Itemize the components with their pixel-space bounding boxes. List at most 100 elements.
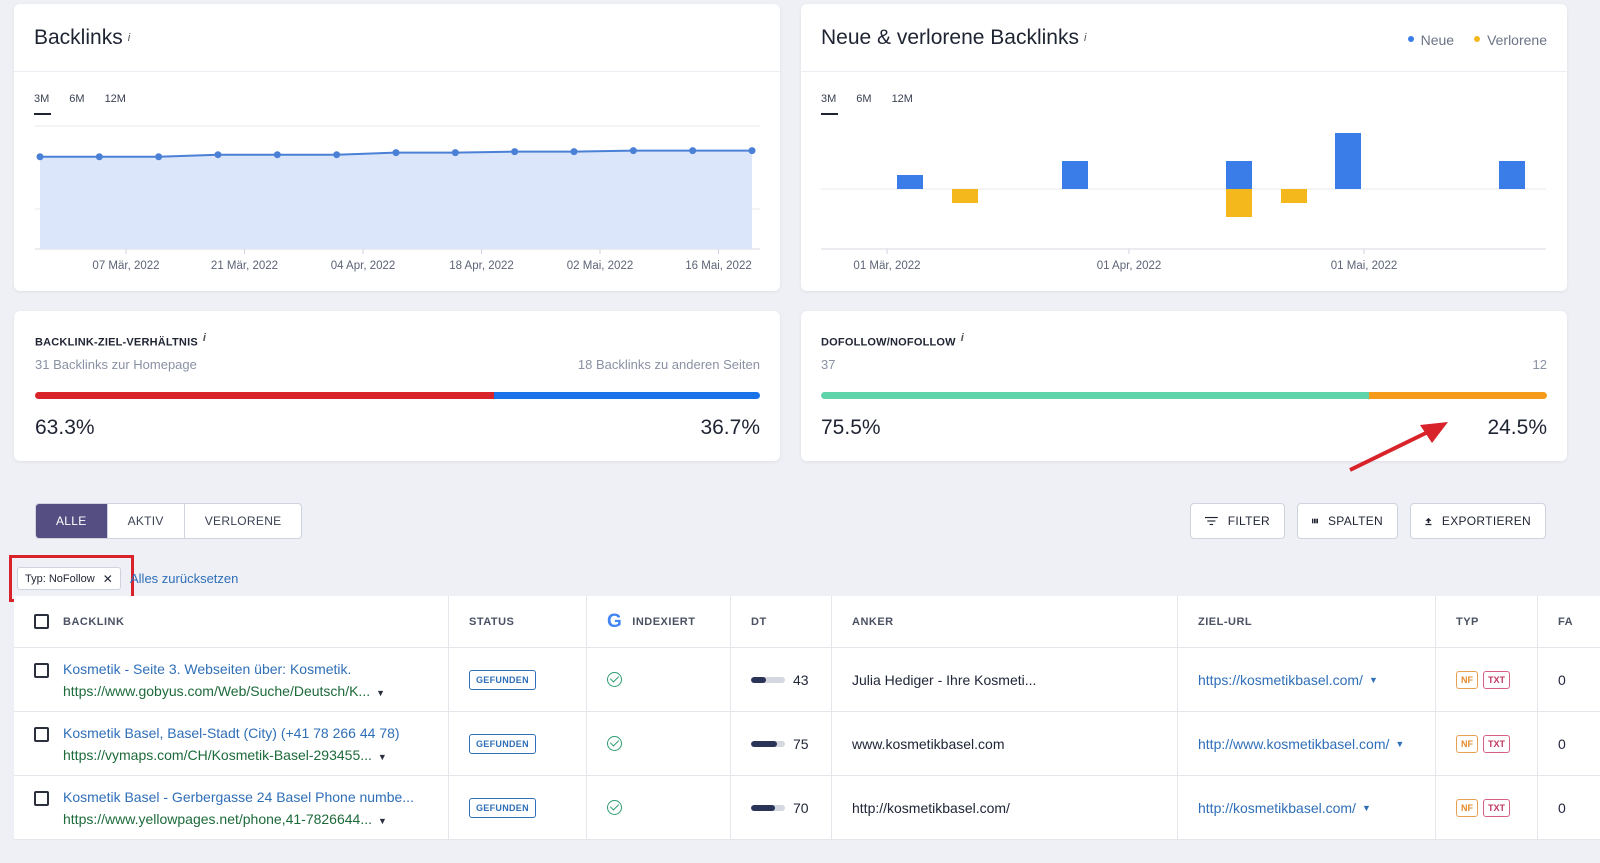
x-tick-label: 18 Apr, 2022 [449, 260, 514, 272]
column-header-anchor[interactable]: ANKER [832, 596, 1178, 647]
tab-12m[interactable]: 12M [104, 93, 126, 105]
bar-neue[interactable] [897, 175, 923, 189]
data-point[interactable] [214, 151, 222, 159]
data-point[interactable] [451, 149, 459, 157]
bar-neue[interactable] [1062, 161, 1088, 189]
backlink-title[interactable]: Kosmetik Basel - Gerbergasse 24 Basel Ph… [63, 788, 414, 805]
bar-neue[interactable] [1335, 133, 1361, 189]
close-icon[interactable]: ✕ [102, 571, 113, 586]
info-icon[interactable]: i [960, 332, 965, 344]
dofollow-percent: 75.5% [821, 416, 881, 439]
anchor-text: www.kosmetikbasel.com [852, 735, 1005, 752]
tab-aktiv[interactable]: AKTIV [108, 504, 185, 538]
tab-verlorene[interactable]: VERLORENE [204, 514, 282, 528]
target-url[interactable]: http://www.kosmetikbasel.com/ [1198, 735, 1390, 752]
target-url-cell: http://www.kosmetikbasel.com/ ▼ [1178, 712, 1436, 775]
x-tick-label: 01 Apr, 2022 [1097, 260, 1162, 272]
x-tick-label: 01 Mai, 2022 [1331, 260, 1398, 272]
backlink-title[interactable]: Kosmetik - Seite 3. Webseiten über: Kosm… [63, 660, 352, 677]
upload-icon [1425, 517, 1432, 525]
row-checkbox[interactable] [34, 727, 49, 742]
column-header-dt[interactable]: DT [731, 596, 832, 647]
columns-button[interactable]: SPALTEN [1297, 503, 1398, 539]
backlink-info: Kosmetik Basel - Gerbergasse 24 Basel Ph… [63, 789, 414, 827]
caret-down-icon[interactable]: ▼ [1368, 674, 1378, 685]
nofollow-count: 12 [1532, 357, 1547, 372]
info-icon[interactable]: i [127, 31, 131, 44]
legend-item-neue[interactable]: Neue [1407, 32, 1455, 48]
reset-filters-link[interactable]: Alles zurücksetzen [130, 571, 239, 586]
bar-neue[interactable] [1226, 161, 1252, 189]
tab-6m[interactable]: 6M [69, 93, 85, 105]
x-tick-label: 02 Mai, 2022 [567, 260, 634, 272]
target-url[interactable]: http://kosmetikbasel.com/ [1198, 799, 1356, 816]
type-cell: NF TXT [1436, 712, 1538, 775]
extra-value: 0 [1558, 735, 1566, 752]
column-header-indexed[interactable]: G INDEXIERT [587, 596, 731, 647]
tab-12m[interactable]: 12M [891, 93, 913, 105]
backlink-title[interactable]: Kosmetik Basel, Basel-Stadt (City) (+41 … [63, 724, 400, 741]
row-checkbox[interactable] [34, 663, 49, 678]
legend-label: Neue [1420, 32, 1455, 48]
select-all-checkbox[interactable] [34, 614, 49, 629]
column-header-backlink[interactable]: BACKLINK [14, 596, 449, 647]
bar-neue[interactable] [1499, 161, 1525, 189]
column-header-type[interactable]: TYP [1436, 596, 1538, 647]
caret-down-icon[interactable]: ▼ [377, 751, 387, 762]
bar-verlorene[interactable] [1281, 189, 1307, 203]
backlink-url-text: https://vymaps.com/CH/Kosmetik-Basel-293… [63, 746, 372, 763]
target-ratio-bar [35, 392, 760, 399]
data-point[interactable] [36, 153, 44, 161]
row-checkbox[interactable] [34, 791, 49, 806]
backlink-cell: Kosmetik Basel - Gerbergasse 24 Basel Ph… [14, 776, 449, 839]
export-button[interactable]: EXPORTIEREN [1410, 503, 1546, 539]
filter-button[interactable]: FILTER [1190, 503, 1285, 539]
caret-down-icon[interactable]: ▼ [376, 687, 386, 698]
filter-chip-label: Typ: NoFollow [25, 572, 95, 585]
caret-down-icon[interactable]: ▼ [377, 815, 387, 826]
info-icon[interactable]: i [202, 332, 207, 344]
new-lost-card: Neue & verlorene Backlinks i Neue Verlor… [801, 4, 1567, 291]
data-point[interactable] [273, 151, 281, 159]
column-header-extra[interactable]: FA [1538, 596, 1600, 647]
dt-value: 75 [793, 735, 809, 752]
data-point[interactable] [511, 148, 519, 156]
backlink-url[interactable]: https://www.yellowpages.net/phone,41-782… [63, 811, 414, 827]
data-point[interactable] [333, 151, 341, 159]
backlinks-card: Backlinks i 3M 6M 12M 07 Mär, 2022 21 Mär… [14, 4, 780, 291]
tab-alle[interactable]: ALLE [36, 504, 108, 538]
nofollow-segment [1369, 392, 1547, 399]
data-point[interactable] [748, 147, 756, 155]
column-label: BACKLINK [63, 615, 125, 628]
data-point[interactable] [689, 147, 697, 155]
caret-down-icon[interactable]: ▼ [1395, 738, 1405, 749]
data-point[interactable] [570, 148, 578, 156]
tab-3m[interactable]: 3M [821, 93, 839, 115]
data-point[interactable] [155, 153, 163, 161]
legend-item-verlorene[interactable]: Verlorene [1474, 32, 1547, 48]
data-point[interactable] [95, 153, 103, 161]
extra-cell: 0 [1538, 648, 1600, 711]
new-lost-card-header: Neue & verlorene Backlinks i Neue Verlor… [801, 4, 1567, 72]
column-header-status[interactable]: STATUS [449, 596, 587, 647]
x-tick-label: 16 Mai, 2022 [685, 260, 752, 272]
tab-3m[interactable]: 3M [34, 93, 52, 115]
filter-chip[interactable]: Typ: NoFollow ✕ [17, 567, 121, 590]
dt-bar-fill [751, 740, 777, 747]
backlink-url[interactable]: https://vymaps.com/CH/Kosmetik-Basel-293… [63, 747, 400, 763]
bar-verlorene[interactable] [952, 189, 978, 203]
column-label: ANKER [852, 615, 894, 628]
info-icon[interactable]: i [1083, 31, 1087, 44]
data-point[interactable] [392, 149, 400, 157]
x-tick-label: 04 Apr, 2022 [331, 260, 396, 272]
backlink-url[interactable]: https://www.gobyus.com/Web/Suche/Deutsch… [63, 683, 385, 699]
tab-6m[interactable]: 6M [856, 93, 872, 105]
new-lost-period-tabs: 3M 6M 12M [821, 93, 913, 115]
target-ratio-label-text: BACKLINK-ZIEL-VERHÄLTNIS [35, 336, 198, 349]
column-header-target-url[interactable]: ZIEL-URL [1178, 596, 1436, 647]
caret-down-icon[interactable]: ▼ [1361, 802, 1371, 813]
target-url[interactable]: https://kosmetikbasel.com/ [1198, 671, 1363, 688]
data-point[interactable] [629, 147, 637, 155]
bar-verlorene[interactable] [1226, 189, 1252, 217]
status-cell: GEFUNDEN [449, 776, 587, 839]
